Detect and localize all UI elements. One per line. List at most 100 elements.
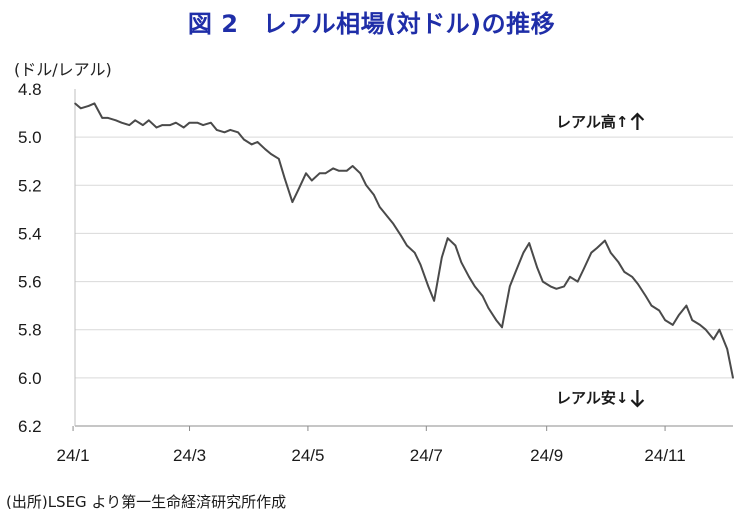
data-point xyxy=(441,256,443,259)
data-point xyxy=(264,148,267,150)
data-point xyxy=(169,124,171,126)
source-note: (出所)LSEG より第一生命経済研究所作成 xyxy=(6,493,287,511)
data-point xyxy=(386,215,389,218)
data-point xyxy=(142,124,144,126)
data-point xyxy=(223,131,226,134)
data-point xyxy=(481,295,484,297)
data-point xyxy=(536,266,538,268)
data-point xyxy=(631,276,633,278)
data-point xyxy=(732,377,734,379)
data-point xyxy=(120,121,123,124)
data-point xyxy=(685,304,688,307)
data-point xyxy=(338,170,340,172)
data-point xyxy=(256,141,259,143)
arrow-up-icon xyxy=(630,112,645,130)
data-point xyxy=(658,309,660,312)
y-tick-label: 5.0 xyxy=(18,128,42,147)
x-tick-label: 24/9 xyxy=(530,446,563,465)
data-point xyxy=(175,121,177,124)
data-point xyxy=(495,319,498,321)
data-point xyxy=(474,285,476,288)
data-point xyxy=(270,153,272,155)
data-point xyxy=(563,285,565,288)
gridlines xyxy=(75,136,733,379)
data-point xyxy=(237,131,239,134)
y-tick-label: 6.0 xyxy=(18,369,42,388)
y-tick-labels: 4.8 5.0 5.2 5.4 5.6 5.8 6.0 6.2 xyxy=(18,80,42,436)
data-point xyxy=(549,285,552,288)
data-point xyxy=(80,107,82,110)
data-point xyxy=(433,300,435,302)
y-tick-label: 5.4 xyxy=(18,224,42,243)
data-point xyxy=(305,172,307,175)
data-point xyxy=(161,124,164,126)
data-point xyxy=(297,189,300,191)
data-point xyxy=(101,117,103,119)
data-point xyxy=(691,319,693,321)
data-point xyxy=(705,328,707,331)
data-point xyxy=(365,184,368,187)
y-tick-label: 5.2 xyxy=(18,176,42,195)
data-point xyxy=(332,167,335,170)
data-point xyxy=(345,170,348,172)
data-point xyxy=(115,119,117,122)
data-point xyxy=(596,247,598,249)
data-point xyxy=(509,285,511,288)
data-point xyxy=(555,288,558,290)
data-point xyxy=(677,314,680,317)
x-tick-label: 24/1 xyxy=(57,446,90,465)
series-group xyxy=(74,102,734,379)
data-point xyxy=(134,119,136,122)
data-point xyxy=(454,244,457,247)
data-point xyxy=(487,307,490,309)
data-point xyxy=(637,283,639,285)
data-point xyxy=(712,338,715,341)
data-point xyxy=(107,117,109,119)
x-tick-labels: 24/1 24/3 24/5 24/7 24/9 24/11 xyxy=(57,426,686,465)
data-point xyxy=(378,206,381,208)
data-point xyxy=(617,261,620,264)
x-tick-label: 24/11 xyxy=(644,446,685,465)
data-point xyxy=(400,235,402,237)
data-point xyxy=(291,201,294,203)
data-point xyxy=(590,251,593,254)
data-point xyxy=(604,239,606,242)
series-line xyxy=(74,102,734,379)
annotation-real-weak: レアル安↓ xyxy=(556,389,628,407)
arrow-down-icon xyxy=(630,390,645,408)
data-point xyxy=(446,237,449,239)
data-point xyxy=(283,177,286,179)
x-tick-label: 24/5 xyxy=(291,446,324,465)
data-point xyxy=(718,328,721,331)
data-point xyxy=(87,105,90,107)
data-point xyxy=(196,121,199,124)
data-point xyxy=(148,119,150,122)
chart-title: 図 2 レアル相場(対ドル)の推移 xyxy=(187,10,556,38)
data-point xyxy=(413,251,416,254)
data-point xyxy=(406,244,408,247)
data-point xyxy=(650,304,653,307)
data-point xyxy=(644,295,647,297)
y-axis-unit-label: (ドル/レアル) xyxy=(14,60,112,79)
x-tick-label: 24/7 xyxy=(410,446,443,465)
data-point xyxy=(351,165,354,167)
data-point xyxy=(569,276,571,278)
data-point xyxy=(582,268,585,271)
data-point xyxy=(623,271,626,273)
data-point xyxy=(427,285,430,288)
data-point xyxy=(373,194,375,196)
data-point xyxy=(202,124,204,126)
data-point xyxy=(392,223,395,225)
data-point xyxy=(229,129,232,131)
y-tick-label: 6.2 xyxy=(18,417,42,436)
data-point xyxy=(155,126,158,129)
data-point xyxy=(664,319,666,321)
data-point xyxy=(468,276,470,278)
data-point xyxy=(318,172,321,175)
data-point xyxy=(528,242,530,244)
y-tick-label: 4.8 xyxy=(18,80,42,99)
data-point xyxy=(609,251,612,254)
data-point xyxy=(672,324,674,326)
data-point xyxy=(74,102,76,105)
